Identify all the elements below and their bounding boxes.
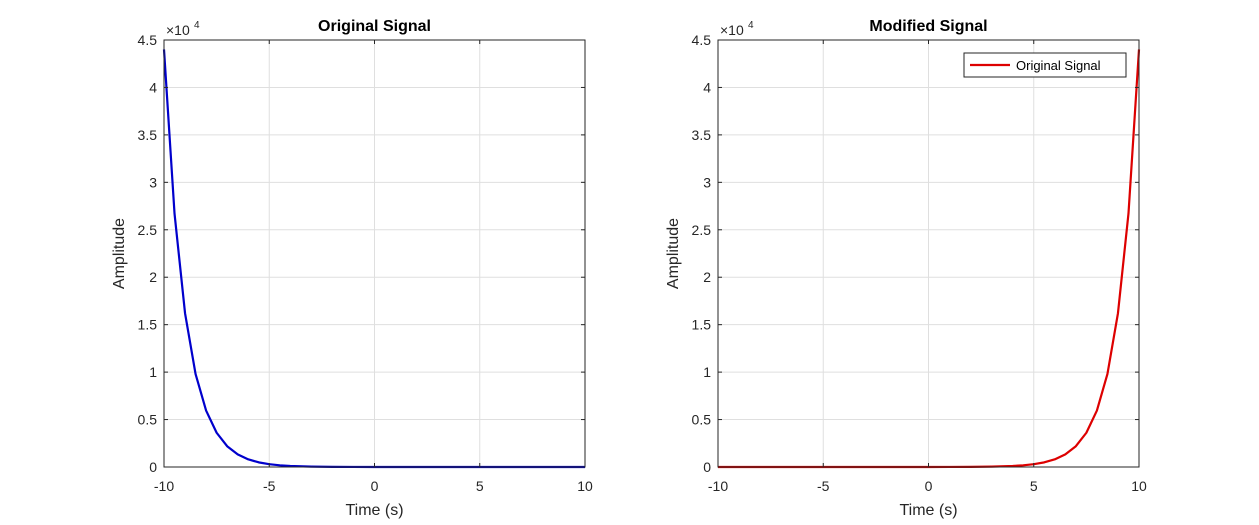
y-exponent-label: ×10	[720, 22, 744, 38]
y-tick-label: 3	[703, 174, 711, 190]
y-tick-label: 2.5	[692, 222, 712, 238]
y-exponent-power: 4	[748, 20, 754, 31]
legend-entry: Original Signal	[1016, 58, 1101, 73]
y-exponent-power: 4	[194, 20, 200, 31]
y-tick-label: 0	[703, 459, 711, 475]
y-tick-label: 2	[703, 269, 711, 285]
x-tick-label: -10	[708, 478, 728, 494]
y-tick-label: 0.5	[692, 412, 712, 428]
y-tick-label: 3.5	[692, 127, 712, 143]
chart-title: Modified Signal	[869, 18, 987, 35]
y-tick-label: 4	[149, 79, 157, 95]
x-tick-label: -5	[263, 478, 276, 494]
x-axis-label: Time (s)	[899, 502, 957, 519]
x-tick-label: 10	[1131, 478, 1147, 494]
y-tick-label: 3.5	[138, 127, 158, 143]
y-tick-label: 1	[149, 364, 157, 380]
y-tick-label: 4	[703, 79, 711, 95]
x-tick-label: -5	[817, 478, 830, 494]
y-exponent-label: ×10	[166, 22, 190, 38]
chart-panel-1: -10 -5 0 5 10 0 0.5 1 1.5 2 2.5 3 3.5 4 4.5 ×10 4 Origina…	[111, 18, 593, 519]
x-tick-label: 5	[476, 478, 484, 494]
x-tick-label: 5	[1030, 478, 1038, 494]
y-tick-label: 0.5	[138, 412, 158, 428]
y-axis-label: Amplitude	[665, 218, 682, 289]
y-tick-label: 3	[149, 174, 157, 190]
y-tick-label: 1.5	[138, 317, 158, 333]
y-tick-label: 2.5	[138, 222, 158, 238]
y-tick-label: 1	[703, 364, 711, 380]
y-axis-label: Amplitude	[111, 218, 128, 289]
x-tick-label: -10	[154, 478, 174, 494]
y-tick-label: 4.5	[692, 32, 712, 48]
chart-title: Original Signal	[318, 18, 431, 35]
x-tick-label: 10	[577, 478, 593, 494]
y-tick-label: 4.5	[138, 32, 158, 48]
y-tick-label: 2	[149, 269, 157, 285]
y-tick-label: 1.5	[692, 317, 712, 333]
x-axis-label: Time (s)	[345, 502, 403, 519]
chart-panel-2: -10 -5 0 5 10 0 0.5 1 1.5 2 2.5 3 3.5 4 4.5 ×10 4 Modifie…	[665, 18, 1147, 519]
x-tick-label: 0	[371, 478, 379, 494]
legend: Original Signal	[963, 52, 1127, 78]
x-tick-label: 0	[925, 478, 933, 494]
y-tick-label: 0	[149, 459, 157, 475]
